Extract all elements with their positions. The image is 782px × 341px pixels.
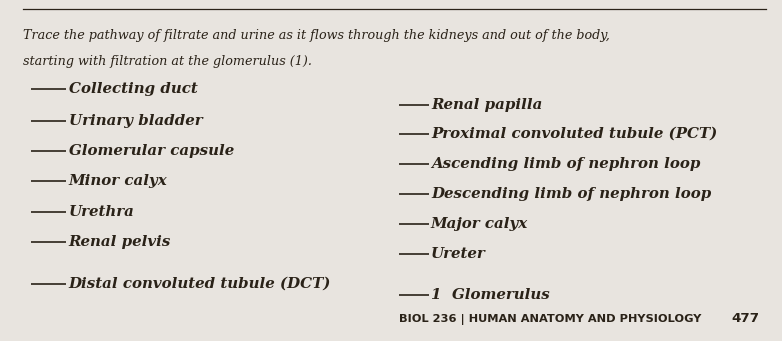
Text: Renal pelvis: Renal pelvis bbox=[69, 235, 171, 249]
Text: Ascending limb of nephron loop: Ascending limb of nephron loop bbox=[431, 157, 700, 171]
Text: Distal convoluted tubule (DCT): Distal convoluted tubule (DCT) bbox=[69, 277, 332, 291]
Text: Urinary bladder: Urinary bladder bbox=[69, 114, 203, 128]
Text: Major calyx: Major calyx bbox=[431, 217, 528, 232]
Text: Descending limb of nephron loop: Descending limb of nephron loop bbox=[431, 187, 711, 201]
Text: starting with filtration at the glomerulus (1).: starting with filtration at the glomerul… bbox=[23, 55, 312, 68]
Text: Renal papilla: Renal papilla bbox=[431, 98, 542, 112]
Text: Ureter: Ureter bbox=[431, 247, 486, 261]
Text: Collecting duct: Collecting duct bbox=[69, 81, 198, 96]
Text: Urethra: Urethra bbox=[69, 205, 135, 219]
Text: BIOL 236 | HUMAN ANATOMY AND PHYSIOLOGY: BIOL 236 | HUMAN ANATOMY AND PHYSIOLOGY bbox=[399, 314, 701, 325]
Text: 477: 477 bbox=[731, 312, 759, 325]
Text: Trace the pathway of filtrate and urine as it flows through the kidneys and out : Trace the pathway of filtrate and urine … bbox=[23, 29, 610, 42]
Text: 1  Glomerulus: 1 Glomerulus bbox=[431, 288, 550, 302]
Text: Proximal convoluted tubule (PCT): Proximal convoluted tubule (PCT) bbox=[431, 127, 717, 141]
Text: Minor calyx: Minor calyx bbox=[69, 174, 167, 189]
Text: Glomerular capsule: Glomerular capsule bbox=[69, 144, 234, 158]
